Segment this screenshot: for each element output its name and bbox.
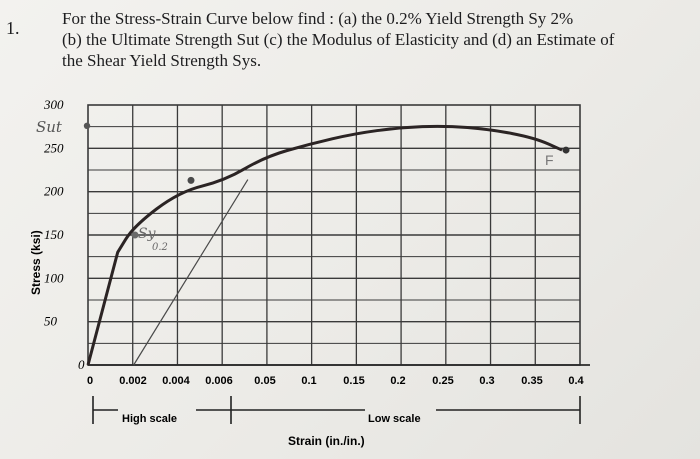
annotation-sut: Sut — [36, 118, 63, 136]
y-tick-100: 100 — [44, 270, 64, 285]
annotation-sy: Sy — [138, 226, 157, 242]
y-tick-0: 0 — [78, 357, 85, 372]
y-tick-300: 300 — [43, 97, 64, 112]
x-tick-low-7: 0.4 — [568, 375, 584, 387]
y-tick-labels: 0 50 100 150 200 250 300 — [43, 97, 85, 372]
x-tick-low-4: 0.25 — [432, 375, 453, 387]
x-tick-high-3: 0.006 — [205, 375, 233, 387]
low-scale-label: Low scale — [368, 413, 421, 425]
fracture-marker — [562, 146, 570, 154]
x-tick-low-6: 0.35 — [521, 375, 542, 387]
x-tick-low-1: 0.1 — [301, 375, 316, 387]
x-tick-low-5: 0.3 — [479, 375, 494, 387]
question-line-2: (b) the Ultimate Strength Sut (c) the Mo… — [62, 30, 615, 49]
high-scale-label: High scale — [122, 413, 177, 425]
x-tick-high-1: 0.002 — [119, 375, 147, 387]
x-tick-high-2: 0.004 — [162, 375, 190, 387]
question-text: For the Stress-Strain Curve below find :… — [62, 8, 692, 71]
question-line-3: the Shear Yield Strength Sys. — [62, 51, 262, 70]
x-tick-labels: 0 0.002 0.004 0.006 0.05 0.1 0.15 0.2 0.25 0.3 0.3… — [87, 375, 585, 387]
y-tick-250: 250 — [44, 140, 64, 155]
offset-line — [133, 179, 249, 366]
x-tick-low-3: 0.2 — [390, 375, 405, 387]
y-tick-150: 150 — [44, 227, 64, 242]
stress-strain-curve — [86, 124, 563, 366]
sy-marker — [131, 231, 139, 239]
chart-grid — [87, 104, 590, 366]
problem-number: 1. — [6, 18, 20, 38]
question-line-1: For the Stress-Strain Curve below find :… — [62, 9, 574, 28]
sut-marker — [83, 122, 91, 129]
x-tick-low-2: 0.15 — [343, 375, 364, 387]
y-tick-200: 200 — [44, 184, 64, 199]
yield-intersection-marker — [187, 176, 195, 184]
y-tick-50: 50 — [44, 314, 58, 329]
x-tick-high-0: 0 — [87, 375, 93, 387]
x-tick-low-0: 0.05 — [254, 375, 275, 387]
y-axis-label: Stress (ksi) — [29, 230, 43, 295]
chart-curve-group — [86, 124, 563, 366]
annotation-sy-subscript: 0.2 — [152, 242, 168, 253]
annotation-fracture: F — [545, 152, 554, 168]
x-axis-label: Strain (in./in.) — [288, 434, 365, 448]
